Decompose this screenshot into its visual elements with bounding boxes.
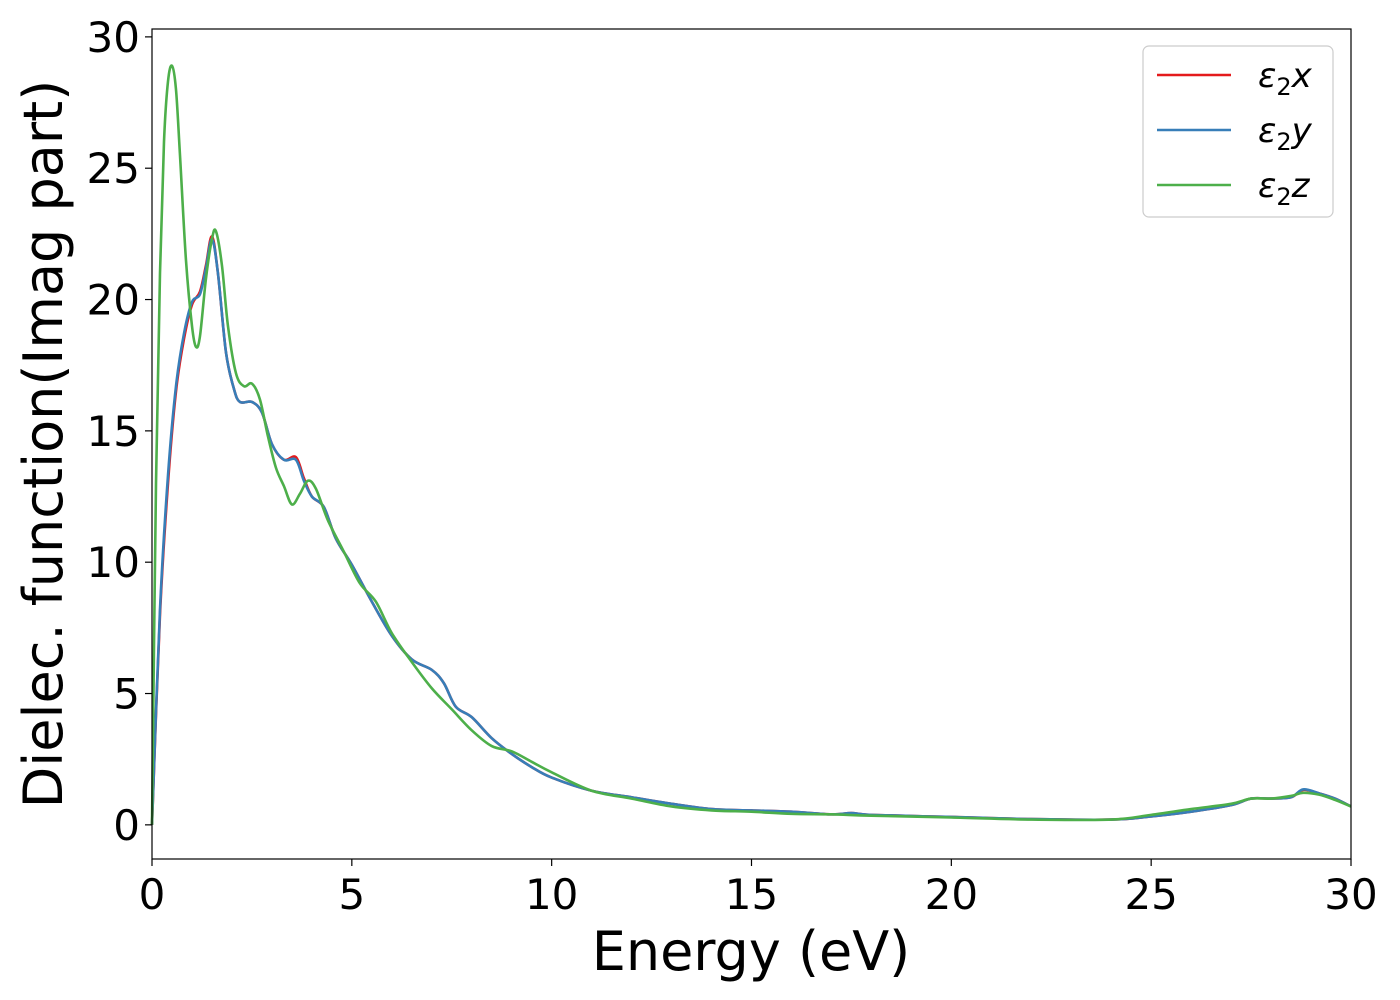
x-tick-label: 5 [338, 870, 365, 919]
y-tick-label: 0 [113, 801, 140, 850]
y-axis-label: Dielec. function(Imag part) [12, 80, 75, 809]
x-tick-label: 30 [1324, 870, 1377, 919]
legend-label-x: ε2x [1258, 56, 1313, 101]
y-tick-label: 30 [87, 13, 140, 62]
x-tick-label: 25 [1124, 870, 1177, 919]
x-tick-label: 15 [725, 870, 778, 919]
series-layer [150, 64, 1352, 825]
y-tick-label: 20 [87, 276, 140, 325]
legend-label-y: ε2y [1258, 111, 1313, 156]
x-axis-label: Energy (eV) [592, 920, 911, 983]
legend-frame [1142, 45, 1334, 218]
y-tick-label: 10 [87, 538, 140, 587]
legend: ε2x ε2y ε2z [1142, 45, 1334, 218]
x-tick-label: 10 [525, 870, 578, 919]
series-line-z [150, 64, 1352, 825]
legend-label-z: ε2z [1258, 166, 1311, 211]
y-tick-label: 5 [113, 670, 140, 719]
x-axis: 0 5 10 15 20 25 30 [139, 859, 1378, 919]
y-tick-label: 25 [87, 144, 140, 193]
y-tick-label: 15 [87, 407, 140, 456]
x-tick-label: 20 [925, 870, 978, 919]
y-axis: 0 5 10 15 20 25 30 [87, 13, 152, 850]
x-tick-label: 0 [139, 870, 166, 919]
